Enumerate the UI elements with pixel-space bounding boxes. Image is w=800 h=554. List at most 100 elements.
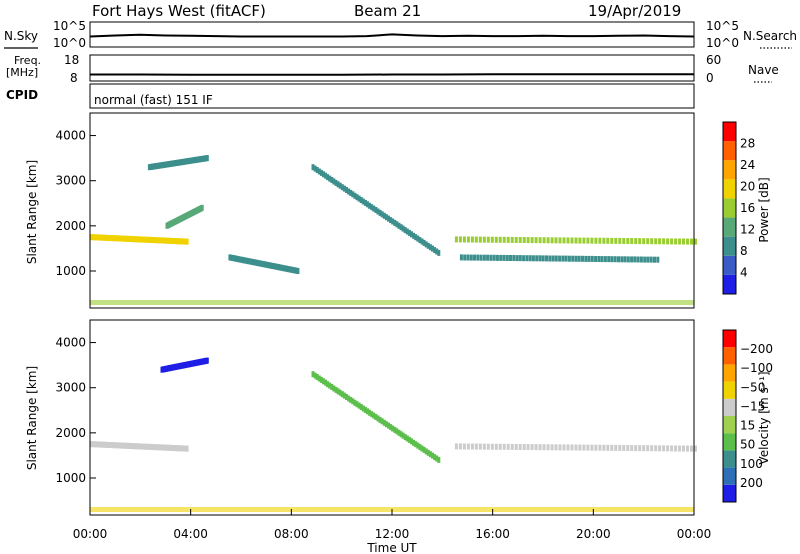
data-cell <box>420 238 424 245</box>
data-cell <box>606 237 610 244</box>
data-cell <box>454 443 458 450</box>
colorbar-segment <box>723 347 736 365</box>
data-cell <box>670 445 674 452</box>
data-cell <box>564 255 568 262</box>
data-cell <box>614 237 618 244</box>
data-cell <box>382 419 386 426</box>
data-cell <box>133 443 136 450</box>
data-cell <box>155 237 159 244</box>
data-cell <box>590 237 594 244</box>
data-cell <box>347 395 351 402</box>
data-cell <box>418 237 422 244</box>
data-cell <box>319 376 323 383</box>
data-cell <box>426 242 430 249</box>
data-cell <box>666 238 670 245</box>
data-cell <box>466 443 470 450</box>
data-cell <box>562 444 566 451</box>
data-cell <box>177 238 181 245</box>
data-cell <box>622 445 626 451</box>
data-cell <box>179 238 183 245</box>
data-cell <box>550 444 554 451</box>
data-cell <box>602 237 606 244</box>
data-cell <box>538 237 542 244</box>
data-cell <box>311 371 315 378</box>
data-cell <box>109 442 113 448</box>
data-cell <box>121 442 125 449</box>
data-cell <box>594 237 598 244</box>
data-cell <box>363 406 367 413</box>
data-cell <box>120 442 124 449</box>
data-cell <box>586 237 590 244</box>
y-tick-label: 3000 <box>55 174 86 188</box>
y-tick-label: 4000 <box>55 336 86 350</box>
data-cell <box>551 255 555 262</box>
data-cell <box>205 357 209 364</box>
data-cell <box>466 254 470 261</box>
data-cell <box>662 445 666 452</box>
data-cell <box>387 422 390 429</box>
data-cell <box>476 254 480 261</box>
data-cell <box>479 254 483 261</box>
cpid-label: CPID <box>6 88 38 102</box>
data-cell <box>145 443 149 450</box>
data-cell <box>478 236 482 243</box>
data-cell <box>694 445 697 452</box>
data-cell <box>482 254 486 261</box>
data-cell <box>617 256 620 263</box>
data-cell <box>164 237 168 244</box>
data-cell <box>378 209 382 216</box>
data-cell <box>129 443 133 449</box>
data-cell <box>171 445 175 451</box>
colorbar-tick-label: −50 <box>740 380 765 394</box>
data-cell <box>426 449 430 456</box>
data-cell <box>182 238 186 245</box>
noise-line <box>89 33 695 38</box>
data-cell <box>123 442 127 449</box>
data-cell <box>149 443 152 450</box>
data-cell <box>670 238 674 245</box>
data-cell <box>538 444 542 451</box>
data-cell <box>463 254 467 261</box>
velocity-y-axis: 1000 2000 3000 4000 <box>55 336 96 485</box>
velocity-y-label: Slant Range [km] <box>25 366 39 470</box>
data-cell <box>131 443 135 450</box>
colorbar-segment <box>723 274 736 294</box>
data-cell <box>561 255 565 262</box>
data-cell <box>150 237 154 243</box>
frequency-panel-frame <box>89 54 695 82</box>
data-cell <box>129 236 133 242</box>
data-cell <box>590 255 594 262</box>
data-cell <box>458 236 462 243</box>
data-cell <box>152 444 156 451</box>
data-cell <box>184 445 187 452</box>
x-tick-label: 12:00 <box>375 527 410 541</box>
data-cell <box>351 191 355 198</box>
data-cell <box>313 165 317 172</box>
data-cell <box>518 444 522 450</box>
x-tick-label: 00:00 <box>73 527 108 541</box>
data-cell <box>185 445 189 452</box>
data-cell <box>414 441 418 448</box>
data-cell <box>155 444 159 451</box>
data-cell <box>142 443 146 450</box>
data-cell <box>610 256 614 263</box>
data-cell <box>622 238 626 244</box>
data-cell <box>574 444 578 451</box>
data-cell <box>582 237 586 244</box>
data-cell <box>332 178 336 185</box>
power-y-label: Slant Range [km] <box>25 160 39 264</box>
freq-label-line1: Freq. <box>14 54 41 67</box>
data-cell <box>538 255 542 262</box>
data-cell <box>134 443 138 450</box>
data-cell <box>618 444 622 451</box>
data-cell <box>678 238 682 245</box>
data-cell <box>311 164 315 171</box>
x-tick-label: 00:00 <box>677 527 712 541</box>
time-axis: 00:00 04:00 08:00 12:00 16:00 20:00 00:00 <box>73 509 712 541</box>
data-cell <box>650 445 654 452</box>
data-cell <box>328 175 332 182</box>
data-cell <box>600 256 604 263</box>
data-cell <box>594 256 598 262</box>
frequency-line <box>90 73 694 76</box>
data-cell <box>395 221 399 228</box>
